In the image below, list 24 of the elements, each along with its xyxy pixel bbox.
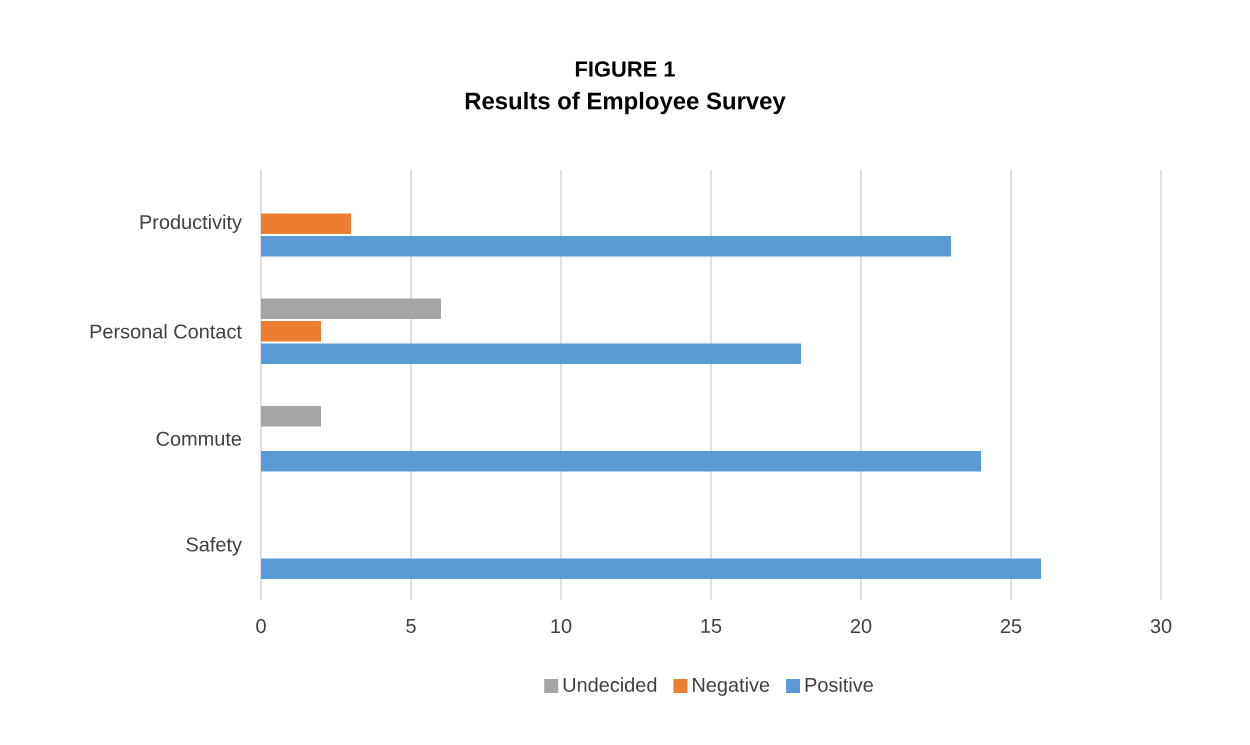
y-tick-label: Commute: [156, 431, 242, 446]
x-tick-label: 0: [256, 619, 266, 634]
y-tick-label: Safety: [186, 536, 242, 556]
bar: [261, 558, 1042, 580]
x-tick-label: 25: [1000, 619, 1022, 634]
bar: [261, 213, 351, 234]
bar: [261, 321, 321, 342]
bar: [261, 236, 952, 257]
chart-subtitle: Results of Employee Survey: [465, 91, 786, 115]
chart-title: FIGURE 1: [575, 61, 675, 77]
x-tick-label: 10: [551, 619, 572, 634]
bar: [261, 451, 982, 472]
legend-label: Positive: [805, 677, 873, 692]
x-tick-label: 5: [406, 619, 416, 633]
bar: [261, 298, 441, 319]
y-tick-label: Productivity: [140, 214, 242, 234]
legend-label: Negative: [693, 677, 770, 696]
x-tick-label: 20: [850, 619, 872, 634]
legend-label: Undecided: [563, 677, 657, 692]
bar: [261, 343, 802, 365]
y-tick-label: Personal Contact: [90, 323, 242, 339]
x-tick-label: 15: [701, 619, 722, 633]
bar: [261, 405, 321, 427]
x-tick-label: 30: [1150, 619, 1172, 634]
